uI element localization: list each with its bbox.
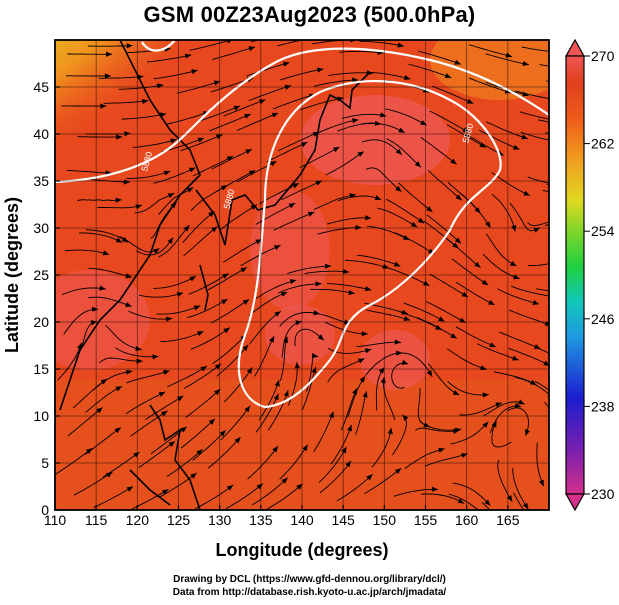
x-axis: 110 115 120 125 130 135 140 145 150 155 160 165 xyxy=(44,505,520,528)
x-tick-label: 155 xyxy=(414,512,438,528)
x-tick-label: 165 xyxy=(496,512,520,528)
contour-5880 xyxy=(55,40,549,409)
x-tick-label: 110 xyxy=(44,512,67,528)
x-tick-label: 140 xyxy=(290,512,314,528)
y-tick-label: 0 xyxy=(41,502,49,518)
credit-data: Data from http://database.rish.kyoto-u.a… xyxy=(172,587,447,598)
y-tick-label: 25 xyxy=(33,267,49,283)
y-tick-label: 45 xyxy=(33,79,49,95)
y-tick-label: 5 xyxy=(41,455,49,471)
colorbar-bottom-arrow xyxy=(564,493,586,512)
colorbar: 270 262 254 246 238 230 xyxy=(564,38,615,512)
contour-label: 5880 xyxy=(222,188,237,210)
credit-drawing: Drawing by DCL (https://www.gfd-dennou.o… xyxy=(173,574,446,585)
x-tick-label: 115 xyxy=(85,512,108,528)
colorbar-label: 230 xyxy=(591,486,615,502)
x-tick-label: 145 xyxy=(331,512,355,528)
y-tick-label: 35 xyxy=(33,173,49,189)
y-axis-label: Latitude (degrees) xyxy=(2,197,22,353)
x-tick-label: 150 xyxy=(373,512,397,528)
colorbar-scale xyxy=(565,55,585,495)
x-tick-label: 130 xyxy=(208,512,232,528)
credits: Drawing by DCL (https://www.gfd-dennou.o… xyxy=(0,573,619,599)
y-tick-label: 30 xyxy=(33,220,49,236)
x-tick-label: 135 xyxy=(249,512,273,528)
coastlines xyxy=(59,40,371,510)
x-tick-label: 160 xyxy=(455,512,479,528)
colorbar-top-arrow xyxy=(564,38,586,57)
colorbar-label: 270 xyxy=(591,48,615,64)
x-axis-label: Longitude (degrees) xyxy=(215,540,388,560)
y-axis: 0 5 10 15 20 25 30 35 40 45 xyxy=(33,79,60,518)
colorbar-label: 262 xyxy=(591,136,615,152)
y-tick-label: 20 xyxy=(33,314,49,330)
map-title: GSM 00Z23Aug2023 (500.0hPa) xyxy=(143,2,476,27)
y-tick-label: 40 xyxy=(33,126,49,142)
y-tick-label: 10 xyxy=(33,408,49,424)
x-tick-label: 125 xyxy=(167,512,191,528)
colorbar-label: 246 xyxy=(591,311,615,327)
x-tick-label: 120 xyxy=(126,512,150,528)
temperature-field xyxy=(55,40,549,510)
colorbar-label: 238 xyxy=(591,398,615,414)
colorbar-label: 254 xyxy=(591,223,615,239)
y-tick-label: 15 xyxy=(33,361,49,377)
